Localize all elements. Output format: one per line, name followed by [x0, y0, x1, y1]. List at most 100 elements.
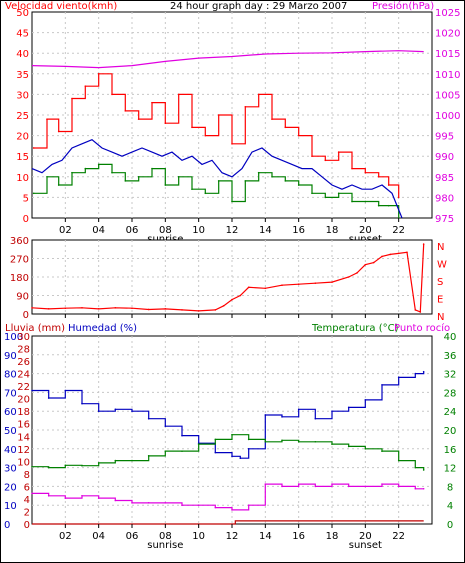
- dewpoint-point: [347, 485, 350, 488]
- x-tick-label: 16: [292, 225, 305, 236]
- gust-point: [151, 101, 153, 104]
- pressure-tick-label: 990: [435, 152, 454, 163]
- direction-point: [181, 309, 183, 311]
- wind-tick-label: 35: [16, 70, 29, 81]
- dewpoint-ylabel: Punto rocío: [394, 322, 450, 334]
- wind-tick-label: 15: [16, 152, 29, 163]
- x-tick-label: 06: [126, 225, 139, 236]
- direction-point: [114, 307, 117, 309]
- pressure-ylabel: Presión(hPa): [372, 0, 434, 12]
- temperature-tick-label: 12: [444, 464, 457, 475]
- x-tick-label: 22: [392, 225, 405, 236]
- humidity-point: [364, 399, 367, 401]
- temperature-point: [364, 448, 367, 450]
- average-wind-point: [364, 200, 367, 203]
- dewpoint-point: [214, 506, 217, 509]
- dewpoint-point: [331, 483, 333, 485]
- x-tick-label: 08: [159, 225, 172, 236]
- direction-point: [231, 298, 233, 301]
- wind-tick-label: 40: [16, 49, 29, 60]
- gust-point: [257, 93, 260, 96]
- rain-tick-label: 10: [17, 457, 30, 468]
- direction-point: [347, 276, 350, 278]
- wind-tick-label: 10: [16, 173, 29, 184]
- dewpoint-point: [364, 485, 367, 488]
- x-tick-label: 04: [92, 225, 105, 236]
- humidity-point: [414, 372, 417, 375]
- humidity-point: [422, 370, 425, 373]
- dewpoint-point: [422, 487, 425, 490]
- x-tick-label: 20: [359, 531, 372, 542]
- x-tick-label: 14: [259, 225, 272, 236]
- direction-point: [364, 263, 367, 266]
- x-tick-label: 22: [392, 531, 405, 542]
- direction-point: [97, 308, 100, 310]
- rain-tick-label: 18: [17, 407, 30, 418]
- pressure-tick-label: 985: [435, 173, 454, 184]
- dewpoint-point: [247, 504, 250, 507]
- humidity-ylabel: Humedad (%): [68, 323, 137, 334]
- temperature-point: [197, 443, 200, 445]
- direction-tick-label: 360: [10, 236, 29, 247]
- x-tick-label: 16: [292, 531, 305, 542]
- dewpoint-point: [164, 502, 167, 504]
- humidity-tick-label: 30: [4, 464, 17, 475]
- gust-point: [164, 122, 167, 125]
- humidity-point: [97, 410, 100, 413]
- gust-point: [32, 147, 35, 149]
- direction-point: [239, 294, 242, 297]
- gust-point: [297, 134, 300, 137]
- humidity-point: [147, 417, 150, 420]
- x-tick-label: 12: [226, 225, 239, 236]
- compass-label: S: [437, 277, 443, 288]
- humidity-point: [397, 376, 400, 379]
- dewpoint-point: [314, 485, 317, 488]
- temperature-point: [314, 440, 317, 443]
- rain-tick-label: 30: [17, 332, 30, 343]
- temperature-ylabel: Temperatura (°C): [311, 323, 399, 334]
- dewpoint-point: [31, 492, 33, 495]
- x-tick-label: 06: [126, 531, 139, 542]
- humidity-point: [164, 425, 167, 428]
- temperature-point: [214, 438, 217, 441]
- direction-panel-grid: [32, 240, 432, 314]
- humidity-tick-label: 40: [4, 445, 17, 456]
- average-wind-point: [124, 180, 127, 182]
- compass-label: E: [437, 295, 443, 306]
- wind-tick-label: 0: [23, 214, 29, 225]
- direction-point: [381, 255, 383, 258]
- average-wind-point: [191, 188, 193, 190]
- direction-point: [131, 307, 133, 310]
- direction-tick-label: 90: [16, 292, 29, 303]
- average-wind-point: [271, 176, 273, 178]
- rain-tick-label: 0: [24, 520, 30, 531]
- direction-point: [314, 282, 317, 284]
- dewpoint-point: [397, 485, 400, 488]
- temperature-tick-label: 28: [444, 388, 457, 399]
- sunset-label: sunset: [349, 540, 382, 551]
- temperature-series-line: [32, 434, 425, 470]
- dewpoint-point: [64, 497, 67, 499]
- gust-point: [324, 159, 327, 162]
- rain-tick-label: 28: [17, 345, 30, 356]
- dewpoint-point: [131, 502, 133, 504]
- temperature-point: [397, 459, 400, 462]
- wind-tick-label: 5: [23, 193, 29, 204]
- wind-tick-label: 30: [16, 90, 29, 101]
- wind-pressure-panel: 0510152025303540455097598098599099510001…: [5, 0, 460, 245]
- temperature-tick-label: 0: [447, 520, 453, 531]
- direction-point: [281, 284, 283, 287]
- compass-label: N: [437, 242, 444, 253]
- gust-point: [137, 118, 140, 120]
- dewpoint-point: [281, 485, 283, 488]
- direction-point: [147, 308, 150, 311]
- rain-tick-label: 6: [24, 482, 30, 493]
- humidity-series-line: [32, 371, 425, 459]
- average-wind-point: [337, 192, 340, 195]
- gust-point: [177, 93, 180, 96]
- humidity-point: [31, 389, 33, 392]
- humidity-tick-label: 70: [4, 388, 17, 399]
- gust-point: [271, 118, 273, 120]
- dewpoint-point: [114, 499, 117, 502]
